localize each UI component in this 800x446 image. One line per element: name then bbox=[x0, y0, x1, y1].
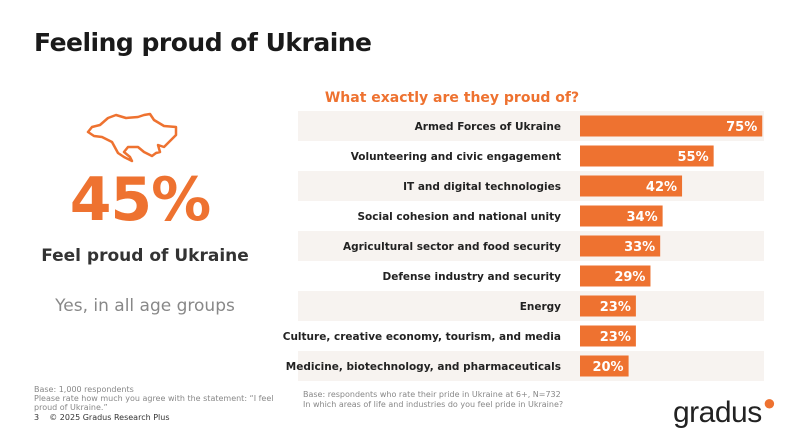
bar bbox=[580, 115, 763, 137]
chart-title: What exactly are they proud of? bbox=[324, 90, 580, 106]
right-base-note: Base: respondents who rate their pride i… bbox=[303, 390, 603, 410]
category-label: Culture, creative economy, tourism, and … bbox=[283, 331, 561, 343]
data-label: 42% bbox=[646, 180, 677, 195]
base-text: Base: 1,000 respondents bbox=[34, 385, 134, 394]
row-band bbox=[298, 291, 764, 321]
bar bbox=[580, 355, 629, 377]
bar bbox=[580, 175, 683, 197]
headline-sublabel: Yes, in all age groups bbox=[55, 296, 235, 316]
bar bbox=[580, 265, 651, 287]
category-label: Armed Forces of Ukraine bbox=[415, 121, 561, 133]
bar bbox=[580, 325, 636, 347]
data-label: 29% bbox=[614, 270, 645, 285]
base-text: Base: respondents who rate their pride i… bbox=[303, 390, 561, 399]
ukraine-map-outline-icon bbox=[86, 112, 178, 163]
category-label: Agricultural sector and food security bbox=[343, 241, 561, 253]
bar bbox=[580, 295, 636, 317]
copyright: © 2025 Gradus Research Plus bbox=[49, 413, 170, 422]
category-label: Volunteering and civic engagement bbox=[351, 151, 561, 163]
page-title: Feeling proud of Ukraine bbox=[34, 28, 372, 57]
headline-percentage: 45% bbox=[69, 165, 212, 235]
row-band bbox=[298, 231, 764, 261]
bar bbox=[580, 145, 714, 167]
category-label: Defense industry and security bbox=[383, 271, 562, 283]
row-band bbox=[298, 171, 764, 201]
row-band bbox=[298, 351, 764, 381]
footer: 3 © 2025 Gradus Research Plus bbox=[34, 413, 169, 422]
category-label: Energy bbox=[520, 301, 561, 313]
page-number: 3 bbox=[34, 413, 40, 422]
category-label: Social cohesion and national unity bbox=[357, 211, 561, 223]
data-label: 23% bbox=[600, 300, 631, 315]
data-label: 23% bbox=[600, 330, 631, 345]
category-label: Medicine, biotechnology, and pharmaceuti… bbox=[286, 361, 561, 373]
question-text: Please rate how much you agree with the … bbox=[34, 394, 274, 412]
gradus-logo: gradus● bbox=[673, 390, 776, 429]
data-label: 20% bbox=[592, 360, 623, 375]
left-base-note: Base: 1,000 respondents Please rate how … bbox=[34, 385, 274, 412]
bar bbox=[580, 205, 663, 227]
bar bbox=[580, 235, 661, 257]
data-label: 55% bbox=[678, 150, 709, 165]
data-label: 34% bbox=[626, 210, 657, 225]
data-label: 33% bbox=[624, 240, 655, 255]
headline-label: Feel proud of Ukraine bbox=[41, 246, 249, 266]
question-text: In which areas of life and industries do… bbox=[303, 400, 564, 409]
category-label: IT and digital technologies bbox=[403, 181, 561, 193]
data-label: 75% bbox=[726, 120, 757, 135]
